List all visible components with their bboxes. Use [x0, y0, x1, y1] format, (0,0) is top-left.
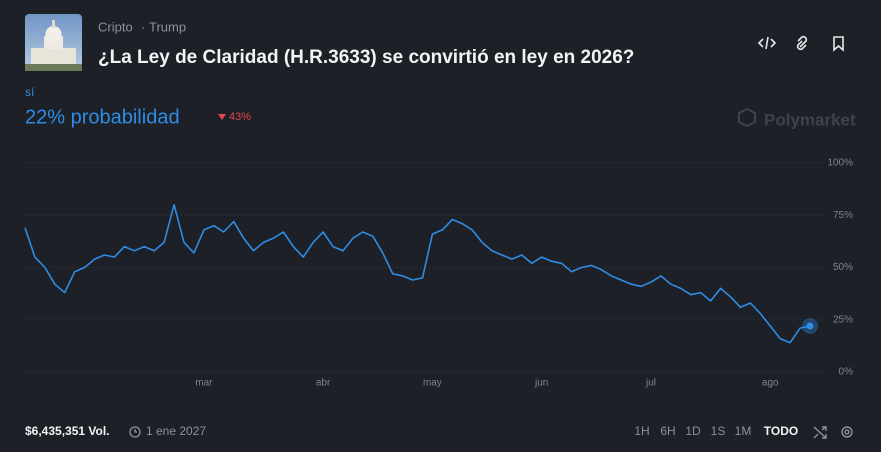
bookmark-icon[interactable]: [833, 36, 844, 52]
x-tick-label: jun: [534, 378, 548, 389]
range-button[interactable]: 6H: [660, 424, 675, 438]
separator: ·: [141, 19, 145, 34]
chart: 0% 25% 50% 75% 100% mar abr may jun jul ago: [24, 158, 854, 389]
x-tick-label: may: [423, 378, 442, 389]
y-tick-label: 50%: [833, 262, 853, 273]
market-image: [25, 14, 82, 71]
x-tick-label: mar: [195, 378, 213, 389]
settings-icon[interactable]: [841, 426, 853, 438]
x-tick-label: ago: [762, 378, 779, 389]
down-arrow: [218, 114, 226, 120]
tag[interactable]: Cripto: [98, 19, 133, 34]
embed-icon[interactable]: [757, 36, 777, 50]
last-point: [806, 322, 814, 330]
brand: Polymarket: [764, 110, 856, 129]
range-button[interactable]: 1D: [685, 424, 701, 438]
change: 43%: [229, 111, 251, 123]
y-tick-label: 100%: [827, 158, 853, 169]
header-icons: [757, 35, 844, 52]
clock-icon: [129, 426, 141, 438]
range-button[interactable]: TODO: [764, 424, 798, 438]
shuffle-icon[interactable]: [813, 426, 827, 439]
line: [24, 204, 811, 344]
range-button[interactable]: 1H: [634, 424, 649, 438]
range-buttons: 1H 6H 1D 1S 1M TODO: [634, 424, 798, 438]
range-button[interactable]: 1S: [711, 424, 726, 438]
outcome-name: sí: [25, 85, 35, 99]
probability: 22% probabilidad: [25, 106, 180, 128]
footer-icons: [813, 426, 853, 439]
x-tick-label: jul: [645, 378, 656, 389]
range-button[interactable]: 1M: [735, 424, 752, 438]
tag[interactable]: Trump: [149, 19, 186, 34]
y-tick-label: 25%: [833, 314, 853, 325]
link-icon[interactable]: [796, 35, 808, 51]
y-tick-label: 75%: [833, 210, 853, 221]
brand-logo: [738, 107, 756, 128]
x-tick-label: abr: [316, 378, 331, 389]
end-date: 1 ene 2027: [146, 424, 206, 438]
volume: $6,435,351 Vol.: [25, 424, 110, 438]
market-title: ¿La Ley de Claridad (H.R.3633) se convir…: [98, 47, 634, 68]
y-tick-label: 0%: [839, 367, 854, 378]
